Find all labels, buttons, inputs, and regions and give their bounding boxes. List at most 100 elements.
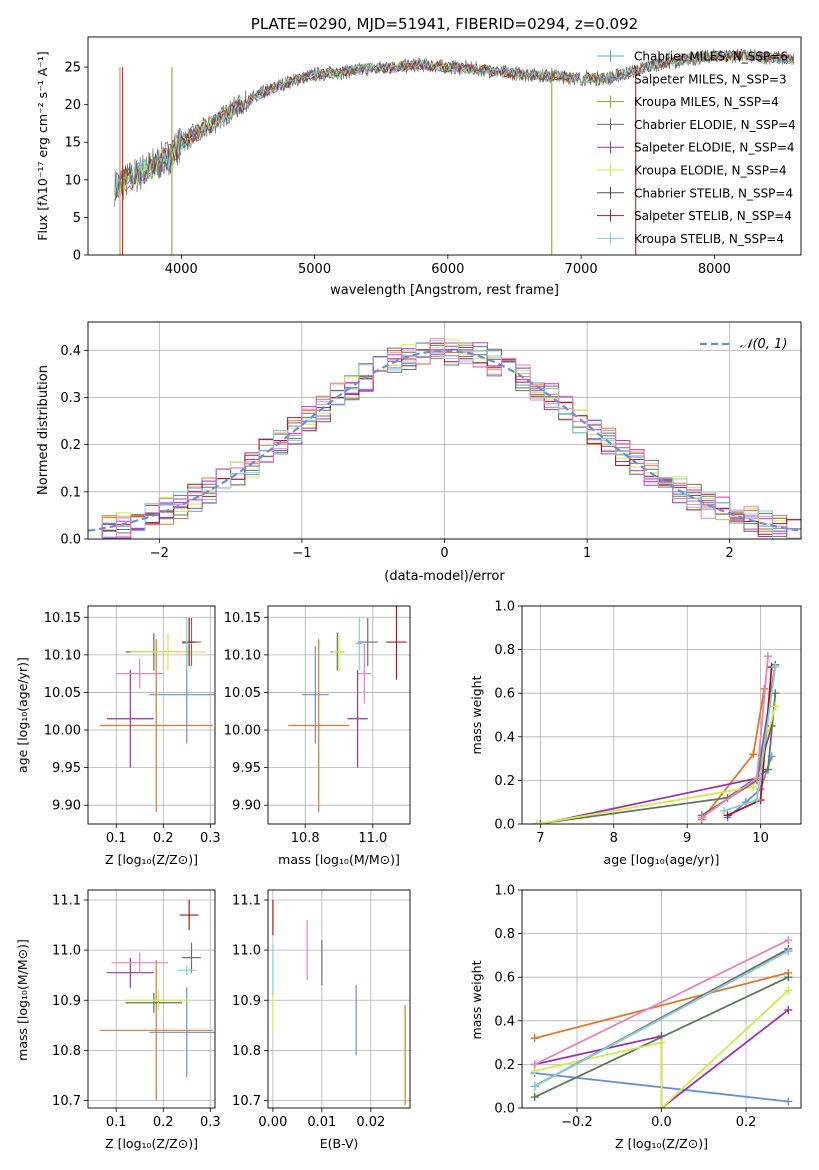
x-tick-label: 11.0 [358, 831, 387, 846]
y-axis-label: mass [log₁₀(M/M⊙)] [15, 939, 30, 1061]
x-tick-label: 8 [610, 831, 618, 846]
weight-marker [752, 774, 761, 783]
weight-line [534, 976, 789, 1098]
weight-marker [723, 811, 732, 820]
legend: 𝒩(0, 1) [700, 337, 787, 352]
y-tick-label: 9.95 [52, 761, 81, 776]
plot-area [99, 900, 215, 1101]
y-tick-label: 10 [64, 173, 81, 188]
x-tick-label: 0.01 [307, 1115, 336, 1130]
x-axis-label: age [log₁₀(age/yr)] [604, 852, 720, 867]
y-tick-label: 5 [73, 211, 81, 226]
y-tick-label: 10.15 [224, 611, 261, 626]
y-tick-label: 10.05 [224, 686, 261, 701]
weight-marker [752, 796, 761, 805]
x-tick-label: 0.00 [258, 1115, 287, 1130]
x-tick-label: 0.2 [153, 831, 174, 846]
x-tick-label: 0.1 [106, 1115, 127, 1130]
y-tick-label: 11.0 [52, 944, 81, 959]
y-tick-label: 0.4 [494, 1014, 515, 1029]
y-tick-label: 11.0 [232, 944, 261, 959]
x-tick-label: 0.2 [736, 1115, 757, 1130]
weight-marker [530, 1034, 539, 1043]
y-tick-label: 0.8 [494, 927, 515, 942]
axes-weight-vs-age: 7 8 9 10 0.0 0.2 0.4 0.6 0.8 1.0 age [log₁₀(age/yr… [469, 600, 802, 867]
y-tick-label: 0.2 [60, 438, 81, 453]
x-tick-label: 0.3 [200, 1115, 221, 1130]
y-tick-label: 0.3 [60, 391, 81, 406]
legend-entry: Salpeter STELIB, N_SSP=4 [634, 209, 792, 223]
weight-marker [784, 947, 793, 956]
y-tick-label: 0.0 [494, 818, 515, 833]
y-tick-label: 0.0 [494, 1102, 515, 1117]
y-tick-label: 10.8 [52, 1044, 81, 1059]
axes-frame [267, 889, 411, 1109]
x-tick-label: 7 [536, 831, 544, 846]
weight-marker [763, 652, 772, 661]
y-tick-label: 1.0 [494, 884, 515, 899]
weight-marker [530, 1093, 539, 1102]
plot-area [99, 617, 215, 812]
y-tick-label: 0.4 [494, 730, 515, 745]
axes-frame [87, 321, 802, 540]
weight-marker [532, 820, 541, 824]
weight-line [727, 756, 773, 819]
x-axis-label: E(B-V) [320, 1136, 359, 1151]
axes-mass-vs-ebv: 0.00 0.01 0.02 10.7 10.8 10.9 11.0 11.1 E(B-V) [232, 889, 411, 1151]
y-tick-label: 10.00 [224, 724, 261, 739]
spectrum-data-line [114, 48, 795, 207]
x-tick-label: 7000 [565, 262, 598, 277]
legend-entry: Salpeter MILES, N_SSP=3 [634, 72, 787, 86]
y-tick-label: 15 [64, 136, 81, 151]
axes-frame [267, 605, 411, 825]
y-tick-label: 0.2 [494, 774, 515, 789]
y-tick-label: 10.15 [44, 611, 81, 626]
axes-weight-vs-Z: −0.2 0.0 0.2 0.0 0.2 0.4 0.6 0.8 1.0 Z [log₁₀(Z/Z… [469, 884, 802, 1151]
weight-marker [657, 1038, 666, 1047]
y-tick-label: 9.95 [232, 761, 261, 776]
weight-line [534, 971, 789, 1040]
y-axis-label: Flux [fλ10⁻¹⁷ erg cm⁻² s⁻¹ A⁻¹] [35, 51, 50, 240]
y-tick-label: 0 [73, 249, 81, 264]
weight-line [534, 950, 789, 1087]
y-tick-label: 0.8 [494, 643, 515, 658]
y-tick-label: 0.6 [494, 971, 515, 986]
y-tick-label: 0.1 [60, 485, 81, 500]
x-tick-label: 0.2 [153, 1115, 174, 1130]
x-tick-label: 4000 [165, 262, 198, 277]
y-tick-label: 10.7 [52, 1094, 81, 1109]
x-axis-label: Z [log₁₀(Z/Z⊙)] [615, 1136, 708, 1151]
x-tick-label: −2 [150, 546, 169, 561]
axes-frame [521, 605, 802, 825]
weight-marker [530, 1082, 539, 1091]
weight-marker [536, 820, 545, 824]
weight-line [534, 939, 789, 1066]
legend: Chabrier MILES, N_SSP=6 Salpeter MILES, N… [597, 50, 796, 246]
axes-spectrum: 4000 5000 6000 7000 8000 0 5 10 15 20 25 PLATE=0290… [35, 15, 802, 298]
plot-area [288, 606, 407, 812]
y-axis-label: age [log₁₀(age/yr)] [15, 657, 30, 773]
x-tick-label: 0.0 [651, 1115, 672, 1130]
axes-age-vs-mass: 10.8 11.0 9.90 9.95 10.00 10.05 10.10 10.15 mass… [224, 605, 411, 867]
chart-title: PLATE=0290, MJD=51941, FIBERID=0294, z=0… [251, 15, 638, 33]
plot-area [532, 652, 780, 824]
legend-entry: Chabrier ELODIE, N_SSP=4 [634, 118, 796, 132]
weight-marker [784, 1097, 793, 1106]
x-tick-label: 0.3 [200, 831, 221, 846]
plot-area [114, 48, 795, 255]
y-tick-label: 0.2 [494, 1058, 515, 1073]
legend-entry: Kroupa STELIB, N_SSP=4 [634, 232, 784, 246]
plot-area [272, 900, 406, 1106]
x-tick-label: 10 [752, 831, 769, 846]
x-tick-label: 2 [726, 546, 734, 561]
histogram-step [88, 338, 801, 539]
axes-mass-vs-Z: 0.1 0.2 0.3 10.7 10.8 10.9 11.0 11.1 Z [log₁₀(Z/… [15, 889, 221, 1151]
legend-entry: Kroupa MILES, N_SSP=4 [634, 95, 779, 109]
y-tick-label: 9.90 [52, 799, 81, 814]
y-tick-label: 0.0 [60, 533, 81, 548]
y-tick-label: 10.9 [232, 994, 261, 1009]
x-tick-label: −0.2 [561, 1115, 593, 1130]
x-axis-label: Z [log₁₀(Z/Z⊙)] [105, 1136, 198, 1151]
y-tick-label: 10.10 [224, 648, 261, 663]
x-tick-label: 1 [583, 546, 591, 561]
